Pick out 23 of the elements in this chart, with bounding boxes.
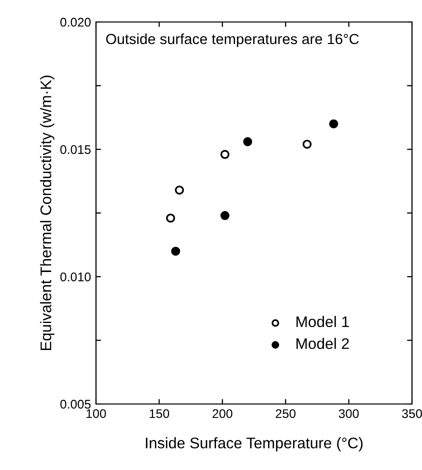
annotation: Outside surface temperatures are 16°C [106,33,359,48]
y-tick-label: 0.015 [60,145,91,154]
point [329,119,338,128]
x-tick-label: 250 [276,409,296,418]
point [243,137,252,146]
x-tick-label: 350 [402,409,422,418]
x-tick-label: 150 [150,409,170,418]
point [174,186,184,195]
y-axis-title: Equivalent Thermal Conductivity (w/m·K) [40,76,54,350]
point [166,214,176,223]
x-tick-label: 200 [212,409,232,418]
y-tick-label: 0.010 [60,272,91,282]
point [220,211,230,220]
legend-label: Model 2 [296,338,349,350]
x-tick-label: 100 [86,409,106,418]
legend-label: Model 1 [296,316,349,328]
point [220,150,230,159]
y-tick-label: 0.020 [60,18,91,27]
x-tick-label: 300 [338,409,359,418]
point [171,246,180,256]
y-tick-label: 0.005 [60,400,91,409]
point [302,140,312,149]
x-axis-title: Inside Surface Temperature (°C) [146,437,363,452]
